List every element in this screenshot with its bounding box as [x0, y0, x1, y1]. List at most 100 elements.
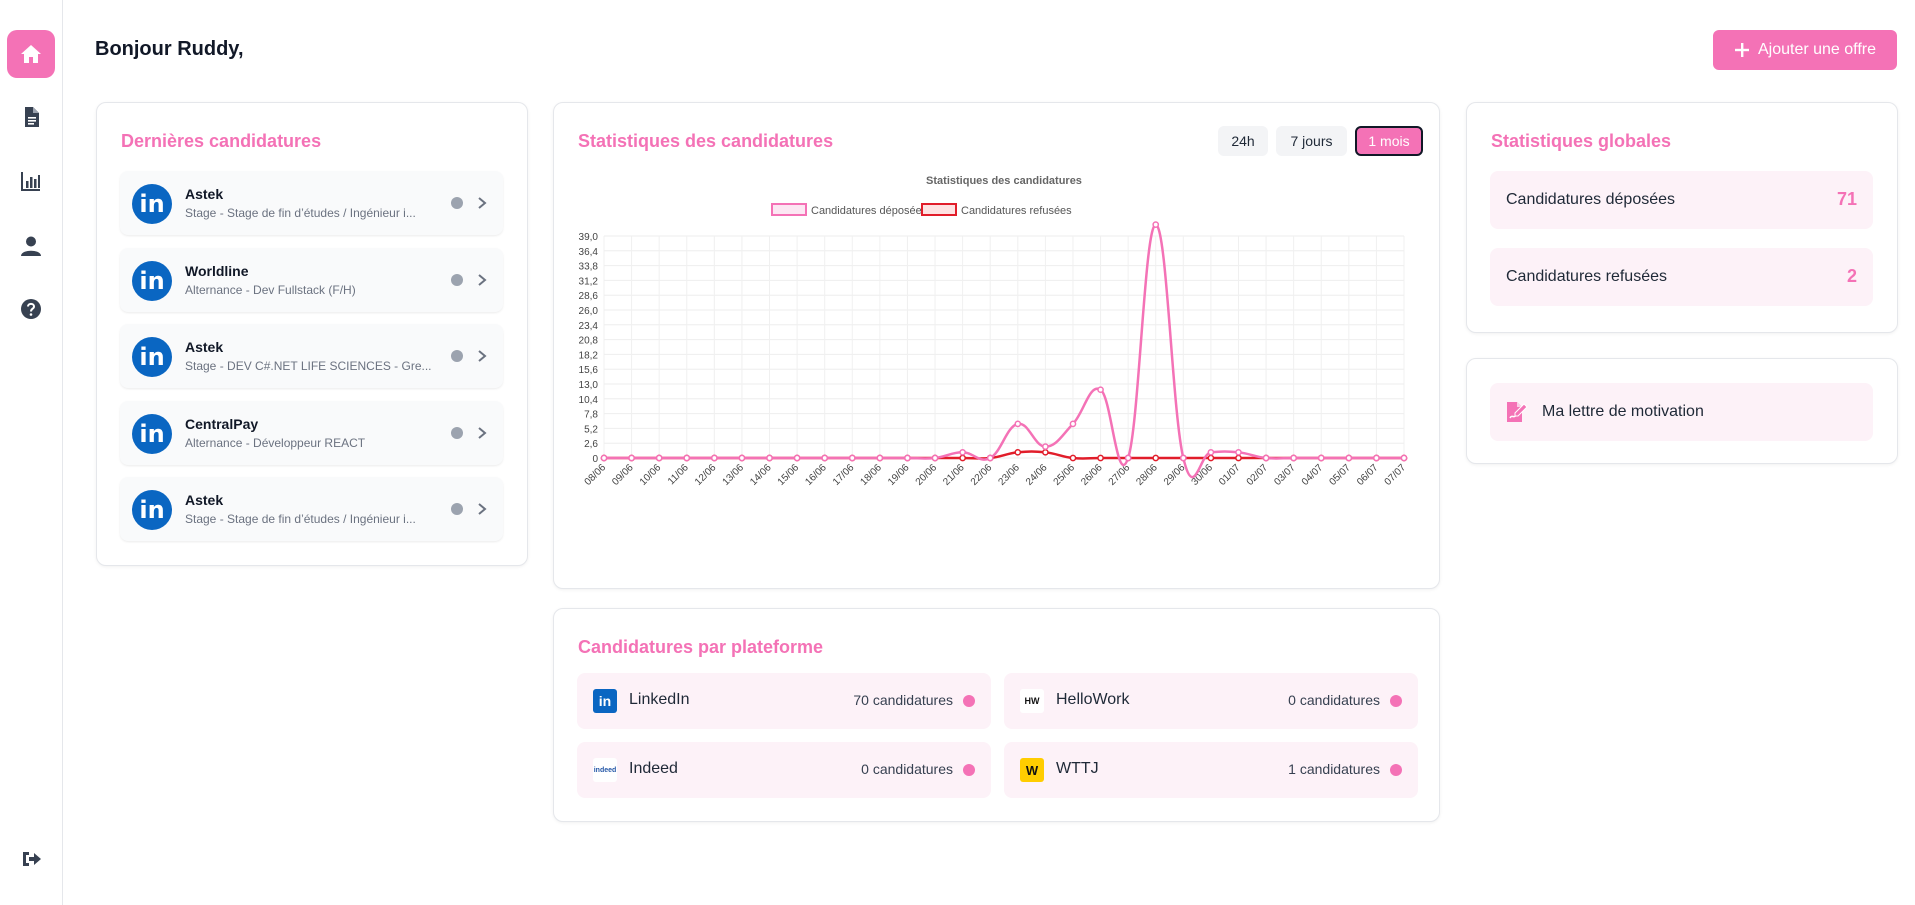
- data-point: [1235, 448, 1242, 456]
- data-point: [1400, 454, 1408, 462]
- data-point: [683, 454, 691, 462]
- x-tick-label: 27/06: [1107, 462, 1133, 488]
- series-line: [604, 223, 1404, 479]
- stat-value: 2: [1846, 266, 1857, 286]
- data-point: [1042, 448, 1049, 456]
- x-tick-label: 25/06: [1052, 462, 1078, 488]
- chart-title: Statistiques des candidatures: [926, 175, 1082, 187]
- x-tick-label: 02/07: [1245, 462, 1271, 488]
- stat-row-submitted: Candidatures déposées 71: [1490, 171, 1873, 229]
- platform-count: 0 candidatures: [1288, 692, 1380, 708]
- x-tick-label: 05/07: [1327, 462, 1353, 488]
- x-tick-label: 07/07: [1383, 462, 1409, 488]
- list-item[interactable]: in Astek Stage - DEV C#.NET LIFE SCIENCE…: [120, 324, 503, 388]
- data-point: [600, 454, 608, 462]
- chevron-right-icon: [478, 427, 487, 439]
- x-tick-label: 22/06: [969, 462, 995, 488]
- y-tick-label: 0: [592, 454, 598, 465]
- add-offer-button[interactable]: Ajouter une offre: [1713, 30, 1897, 70]
- legend-label: Candidatures refusées: [961, 205, 1072, 217]
- y-tick-label: 36,4: [579, 247, 599, 258]
- data-point: [738, 454, 746, 462]
- home-icon: [21, 45, 41, 63]
- status-dot: [451, 427, 463, 439]
- linkedin-icon: in: [132, 337, 172, 377]
- data-point: [1069, 420, 1077, 428]
- y-tick-label: 13,0: [579, 380, 599, 391]
- x-tick-label: 20/06: [914, 462, 940, 488]
- x-tick-label: 03/07: [1272, 462, 1298, 488]
- data-point: [1345, 454, 1353, 462]
- x-tick-label: 10/06: [638, 462, 664, 488]
- nav-home[interactable]: [7, 30, 55, 78]
- linkedin-icon: in: [132, 414, 172, 454]
- data-point: [1042, 443, 1049, 450]
- data-point: [1317, 454, 1325, 462]
- data-point: [986, 454, 994, 462]
- candidature-company: Astek: [185, 492, 224, 508]
- platform-name: Indeed: [629, 760, 678, 777]
- platform-name: WTTJ: [1056, 760, 1099, 777]
- platform-linkedin: in LinkedIn 70 candidatures: [577, 673, 991, 729]
- y-tick-label: 20,8: [579, 336, 599, 347]
- x-tick-label: 29/06: [1162, 462, 1188, 488]
- data-point: [1373, 454, 1380, 462]
- stat-row-refused: Candidatures refusées 2: [1490, 248, 1873, 306]
- data-point: [766, 454, 773, 462]
- platform-hellowork: HW HelloWork 0 candidatures: [1004, 673, 1418, 729]
- stat-label: Candidatures déposées: [1506, 191, 1676, 208]
- data-point: [628, 454, 635, 462]
- platforms-card: Candidatures par plateforme in LinkedIn …: [553, 608, 1440, 822]
- candidature-title: Alternance - Développeur REACT: [185, 436, 366, 450]
- motivation-letter-button[interactable]: Ma lettre de motivation: [1490, 383, 1873, 441]
- candidature-title: Stage - Stage de fin d’études / Ingénieu…: [185, 512, 416, 526]
- nav-profile[interactable]: [7, 222, 55, 270]
- platform-name: LinkedIn: [629, 691, 690, 708]
- chevron-right-icon: [478, 350, 487, 362]
- y-tick-label: 31,2: [579, 276, 599, 287]
- y-tick-label: 33,8: [579, 262, 599, 273]
- x-tick-label: 16/06: [803, 462, 829, 488]
- list-item[interactable]: in CentralPay Alternance - Développeur R…: [120, 401, 503, 465]
- candidature-company: Worldline: [185, 263, 249, 279]
- x-tick-label: 06/07: [1355, 462, 1381, 488]
- x-tick-label: 30/06: [1190, 462, 1216, 488]
- nav-help[interactable]: [7, 285, 55, 333]
- x-tick-label: 11/06: [666, 462, 691, 487]
- y-tick-label: 15,6: [579, 365, 599, 376]
- linkedin-icon: in: [132, 490, 172, 530]
- list-item[interactable]: in Astek Stage - Stage de fin d’études /…: [120, 477, 503, 541]
- period-7-days[interactable]: 7 jours: [1276, 126, 1347, 156]
- data-point: [1069, 454, 1077, 462]
- x-tick-label: 19/06: [886, 462, 912, 488]
- linkedin-icon: in: [593, 689, 617, 713]
- data-point: [1152, 454, 1160, 462]
- data-point: [931, 454, 939, 462]
- status-dot: [451, 350, 463, 362]
- statistics-chart: Statistiques des candidatures Candidature…: [579, 175, 1409, 488]
- x-tick-label: 26/06: [1079, 462, 1105, 488]
- nav-documents[interactable]: [7, 93, 55, 141]
- linkedin-icon: in: [132, 261, 172, 301]
- list-item[interactable]: in Worldline Alternance - Dev Fullstack …: [120, 248, 503, 312]
- x-tick-label: 12/06: [693, 462, 719, 488]
- list-item[interactable]: in Astek Stage - Stage de fin d’études /…: [120, 171, 503, 235]
- data-point: [959, 448, 966, 456]
- data-point: [1207, 448, 1215, 456]
- signature-icon: [1507, 402, 1528, 422]
- logout-button[interactable]: [7, 835, 55, 883]
- candidature-company: CentralPay: [185, 416, 259, 432]
- platforms-title: Candidatures par plateforme: [578, 637, 824, 657]
- platform-dot: [963, 764, 975, 776]
- data-point: [1207, 454, 1215, 462]
- data-point: [904, 454, 911, 462]
- data-point: [1290, 454, 1298, 462]
- stat-value: 71: [1836, 189, 1857, 209]
- period-1-month[interactable]: 1 mois: [1355, 126, 1423, 156]
- status-dot: [451, 197, 463, 209]
- user-icon: [21, 236, 41, 256]
- platform-indeed: indeed Indeed 0 candidatures: [577, 742, 991, 798]
- period-24h[interactable]: 24h: [1218, 126, 1268, 156]
- nav-statistics[interactable]: [7, 157, 55, 205]
- status-dot: [451, 274, 463, 286]
